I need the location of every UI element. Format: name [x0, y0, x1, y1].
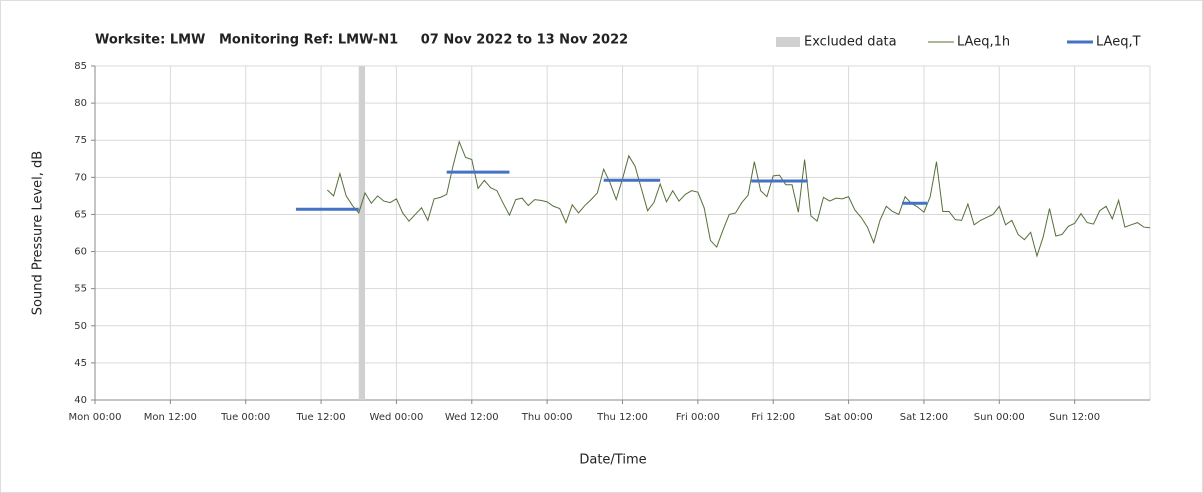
x-tick-label: Sun 12:00: [1049, 412, 1100, 423]
chart-title: Worksite: LMW Monitoring Ref: LMW-N1 07 …: [95, 33, 628, 48]
x-tick-label: Mon 12:00: [144, 412, 197, 423]
x-axis-label: Date/Time: [579, 453, 646, 468]
x-tick-label: Tue 12:00: [296, 412, 346, 423]
y-tick-label: 40: [74, 395, 87, 406]
x-tick-label: Sat 12:00: [900, 412, 948, 423]
x-tick-label: Fri 00:00: [676, 412, 720, 423]
x-tick-label: Sat 00:00: [824, 412, 872, 423]
legend-label: LAeq,1h: [957, 35, 1010, 50]
x-tick-label: Tue 00:00: [220, 412, 270, 423]
x-tick-label: Sun 00:00: [974, 412, 1025, 423]
x-tick-label: Thu 00:00: [521, 412, 573, 423]
excluded-band: [358, 66, 366, 400]
y-tick-label: 75: [74, 135, 87, 146]
y-tick-label: 60: [74, 247, 87, 258]
x-tick-label: Mon 00:00: [68, 412, 121, 423]
legend-label: Excluded data: [804, 35, 897, 50]
y-tick-label: 50: [74, 321, 87, 332]
y-tick-label: 55: [74, 284, 87, 295]
y-axis-label: Sound Pressure Level, dB: [31, 151, 46, 315]
y-tick-label: 45: [74, 358, 87, 369]
x-tick-label: Wed 12:00: [445, 412, 499, 423]
x-tick-label: Thu 12:00: [596, 412, 648, 423]
y-tick-label: 80: [74, 98, 87, 109]
legend-label: LAeq,T: [1096, 35, 1141, 50]
x-tick-label: Wed 00:00: [370, 412, 424, 423]
series-line: [327, 140, 1151, 258]
legend-swatch: [776, 37, 800, 47]
y-tick-label: 65: [74, 209, 87, 220]
y-tick-label: 70: [74, 172, 87, 183]
x-tick-label: Fri 12:00: [751, 412, 795, 423]
y-tick-label: 85: [74, 61, 87, 72]
